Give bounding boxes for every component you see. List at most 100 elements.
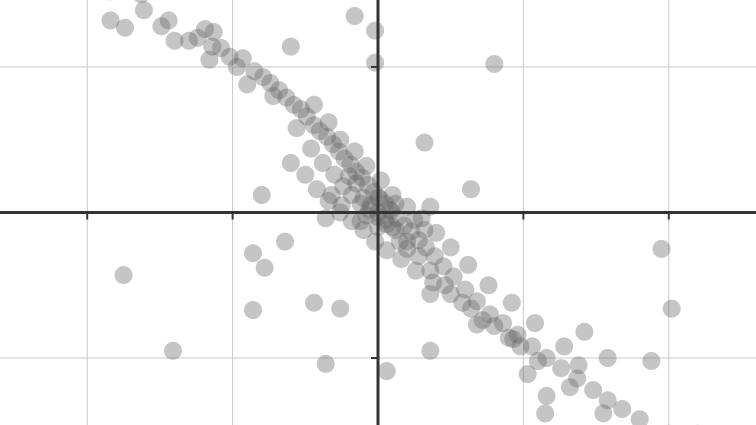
scatter-point — [467, 292, 486, 311]
scatter-point — [406, 261, 425, 280]
scatter-point — [332, 196, 351, 215]
scatter-point — [395, 216, 414, 235]
scatter-point — [281, 37, 300, 56]
scatter-point — [255, 258, 274, 277]
scatter-point — [383, 218, 402, 237]
scatter-point — [319, 113, 338, 132]
scatter-point — [203, 37, 222, 56]
scatter-point — [101, 11, 120, 30]
scatter-point — [598, 349, 617, 367]
scatter-point — [361, 196, 380, 215]
scatter-point — [188, 28, 207, 47]
scatter-point — [360, 200, 379, 219]
scatter-point — [392, 250, 411, 269]
scatter-point — [456, 280, 475, 299]
scatter-point — [598, 391, 617, 410]
scatter-point — [494, 314, 512, 333]
scatter-point — [238, 75, 257, 94]
scatter-point — [347, 174, 366, 193]
scatter-point — [347, 162, 366, 181]
scatter-point — [366, 232, 385, 251]
scatter-point — [380, 200, 399, 219]
scatter-point — [244, 301, 262, 319]
scatter-point — [424, 273, 443, 292]
scatter-point — [642, 352, 661, 370]
scatter-point — [462, 180, 480, 199]
scatter-point — [441, 238, 460, 257]
scatter-point — [415, 133, 434, 152]
scatter-point — [316, 354, 335, 373]
scatter-point — [402, 222, 421, 241]
scatter-point — [537, 386, 556, 405]
scatter-point — [318, 127, 337, 146]
scatter-point — [523, 337, 542, 356]
scatter-point — [114, 266, 133, 285]
scatter-point — [376, 194, 395, 213]
scatter-point — [331, 299, 350, 318]
scatter-point — [425, 247, 444, 266]
scatter-point — [134, 1, 153, 20]
scatter-point — [405, 210, 424, 229]
scatter-point — [555, 337, 574, 356]
scatter-point — [323, 135, 342, 154]
scatter-point — [415, 221, 434, 239]
scatter-point — [479, 276, 498, 295]
scatter-point — [485, 317, 504, 335]
scatter-point — [291, 100, 310, 119]
scatter-point — [358, 175, 377, 194]
scatter-point — [331, 130, 350, 149]
scatter-point — [270, 81, 289, 100]
scatter-point — [518, 365, 537, 384]
scatter-point — [499, 328, 518, 347]
scatter-point — [335, 149, 354, 168]
scatter-point — [485, 55, 504, 73]
scatter-point — [371, 171, 390, 190]
scatter-point — [353, 168, 371, 187]
scatter-point — [345, 7, 364, 25]
scatter-point — [305, 293, 323, 312]
scatter-point — [417, 238, 435, 257]
scatter-point — [233, 49, 252, 68]
scatter-point — [386, 194, 405, 213]
scatter-point — [377, 215, 396, 234]
scatter-point — [345, 142, 364, 161]
scatter-point — [276, 232, 294, 251]
scatter-point — [594, 404, 613, 423]
scatter-point — [305, 95, 323, 114]
scatter-point — [165, 31, 184, 50]
scatter-point — [277, 88, 296, 107]
scatter-point — [409, 247, 428, 266]
scatter-point — [462, 299, 480, 318]
scatter-point — [613, 400, 632, 418]
scatter-point — [134, 0, 148, 4]
scatter-point — [421, 341, 440, 360]
scatter-point — [354, 188, 373, 207]
scatter-point — [204, 23, 223, 41]
scatter-point — [584, 381, 603, 400]
scatter-point — [220, 47, 239, 66]
scatter-point — [377, 362, 396, 381]
scatter-point — [159, 11, 178, 30]
scatter-point — [630, 410, 649, 425]
scatter-point — [569, 356, 588, 375]
scatter-point — [334, 177, 353, 196]
scatter-point — [329, 142, 348, 161]
scatter-point — [228, 58, 246, 76]
scatter-point — [322, 186, 341, 204]
scatter-point — [537, 349, 556, 367]
scatter-point — [351, 212, 370, 231]
scatter-point — [390, 232, 409, 251]
scatter-point — [366, 53, 385, 72]
scatter-point — [435, 276, 454, 295]
scatter-point — [552, 359, 571, 378]
scatter-point — [261, 74, 280, 92]
scatter-point — [528, 352, 547, 370]
scatter-point — [252, 186, 271, 204]
scatter-point — [508, 325, 527, 344]
scatter-point — [434, 257, 453, 276]
scatter-point — [212, 39, 230, 57]
scatter-point — [152, 17, 171, 36]
